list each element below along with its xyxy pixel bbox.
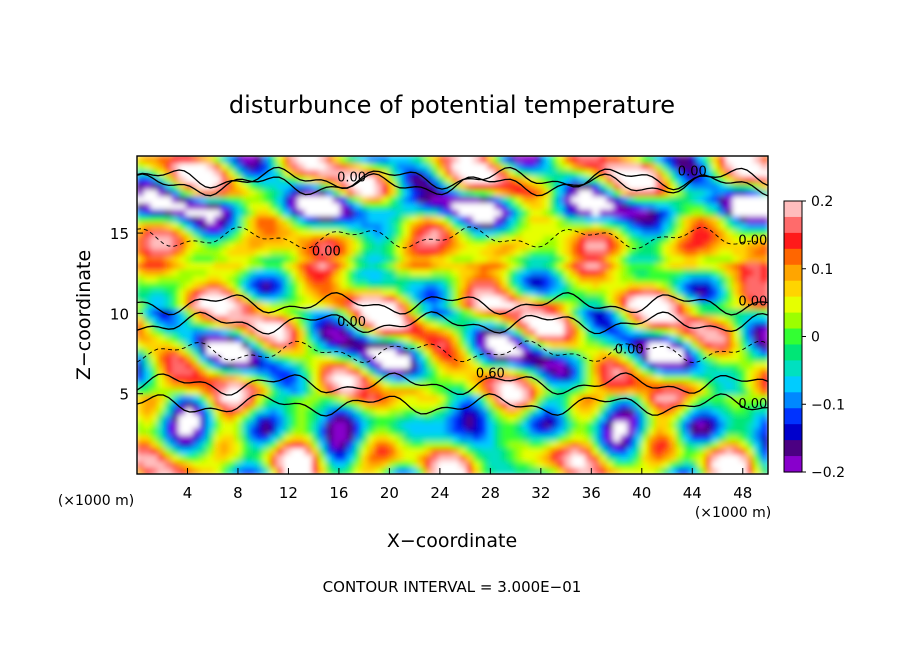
colorbar-swatch bbox=[784, 201, 802, 218]
colorbar-tick-label: 0.2 bbox=[811, 194, 833, 210]
colorbar-swatch bbox=[784, 280, 802, 298]
colorbar-swatch bbox=[784, 344, 802, 362]
y-tick-label: 15 bbox=[110, 225, 129, 243]
x-tick-label: 40 bbox=[632, 484, 651, 502]
x-tick-label: 48 bbox=[733, 484, 752, 502]
contour-label: 0.00 bbox=[738, 294, 767, 309]
x-tick-label: 8 bbox=[233, 484, 243, 502]
heatmap-field bbox=[137, 156, 768, 474]
colorbar-tick-label: −0.2 bbox=[811, 465, 845, 481]
colorbar-swatch bbox=[784, 232, 802, 250]
x-tick-label: 44 bbox=[683, 484, 702, 502]
x-tick-label: 32 bbox=[531, 484, 550, 502]
colorbar: 0.2 0.1 0 −0.1 −0.2 bbox=[783, 194, 845, 481]
colorbar-swatch bbox=[784, 328, 802, 346]
x-tick-label: 12 bbox=[279, 484, 298, 502]
colorbar-swatch bbox=[784, 248, 802, 266]
x-axis-label: X−coordinate bbox=[387, 530, 517, 552]
contour-label: 0.00 bbox=[738, 233, 767, 248]
colorbar-swatch bbox=[784, 360, 802, 377]
x-tick-label: 36 bbox=[582, 484, 601, 502]
colorbar-swatch bbox=[784, 312, 802, 330]
y-tick-label: 10 bbox=[110, 305, 129, 323]
x-tick-label: 24 bbox=[430, 484, 449, 502]
colorbar-swatch bbox=[784, 440, 802, 457]
x-axis-ticks: 4 8 12 16 20 24 28 32 36 40 44 48 bbox=[183, 468, 752, 502]
colorbar-swatch bbox=[784, 408, 802, 425]
x-tick-label: 20 bbox=[380, 484, 399, 502]
contour-label: 0.00 bbox=[337, 315, 366, 330]
colorbar-swatch bbox=[784, 216, 802, 234]
x-tick-label: 16 bbox=[329, 484, 348, 502]
colorbar-tick-label: −0.1 bbox=[811, 397, 845, 413]
y-tick-label: 5 bbox=[119, 386, 129, 404]
contour-label: 0.00 bbox=[337, 171, 366, 186]
x-axis-unit-left: (×1000 m) bbox=[58, 493, 134, 509]
colorbar-tick-label: 0.1 bbox=[811, 262, 833, 278]
colorbar-swatch bbox=[784, 424, 802, 441]
contour-label: 0.00 bbox=[615, 343, 644, 358]
colorbar-swatch bbox=[784, 296, 802, 314]
contour-label: 0.60 bbox=[476, 367, 505, 382]
y-axis-label: Z−coordinate bbox=[73, 250, 95, 380]
colorbar-tick-label: 0 bbox=[811, 330, 820, 346]
colorbar-swatch bbox=[784, 456, 802, 473]
x-tick-label: 28 bbox=[481, 484, 500, 502]
colorbar-swatch bbox=[784, 392, 802, 409]
contour-label: 0.00 bbox=[678, 164, 707, 179]
contour-lines bbox=[137, 166, 768, 417]
chart-title: disturbunce of potential temperature bbox=[229, 91, 675, 119]
y-axis-ticks: 5 10 15 bbox=[110, 225, 143, 404]
contour-label: 0.00 bbox=[312, 245, 341, 260]
contour-labels: 0.00 0.00 0.00 0.00 0.00 0.00 0.00 0.00 0.60 bbox=[312, 164, 768, 412]
plot-frame bbox=[136, 155, 769, 475]
contour-interval-footer: CONTOUR INTERVAL = 3.000E−01 bbox=[323, 578, 582, 596]
colorbar-swatch bbox=[784, 264, 802, 282]
contour-label: 0.00 bbox=[738, 397, 767, 412]
x-axis-unit-right: (×1000 m) bbox=[695, 505, 771, 521]
x-tick-label: 4 bbox=[183, 484, 193, 502]
colorbar-swatch bbox=[784, 376, 802, 393]
